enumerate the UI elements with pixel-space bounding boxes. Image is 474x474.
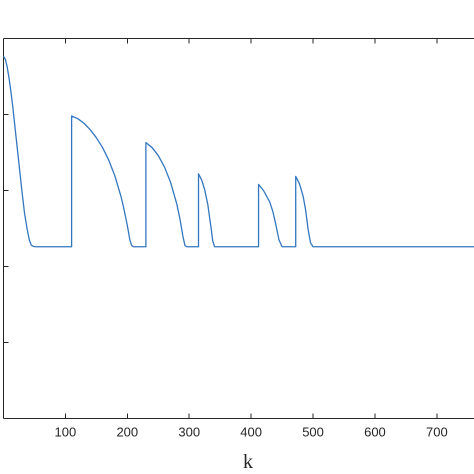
x-tick-label: 300	[178, 425, 200, 440]
x-tick-label: 100	[55, 425, 77, 440]
series-line-1	[2, 56, 474, 248]
x-tick-label: 700	[426, 425, 448, 440]
x-tick-label: 400	[240, 425, 262, 440]
series-layer	[2, 56, 474, 248]
x-tick-label: 600	[364, 425, 386, 440]
plot-area	[3, 38, 474, 419]
x-tick-label: 200	[116, 425, 138, 440]
x-tick-label: 500	[302, 425, 324, 440]
x-axis-label: k	[243, 451, 253, 473]
y-ticks	[3, 114, 9, 343]
x-ticks: 100 200 300 400 500 600 700	[55, 38, 448, 440]
